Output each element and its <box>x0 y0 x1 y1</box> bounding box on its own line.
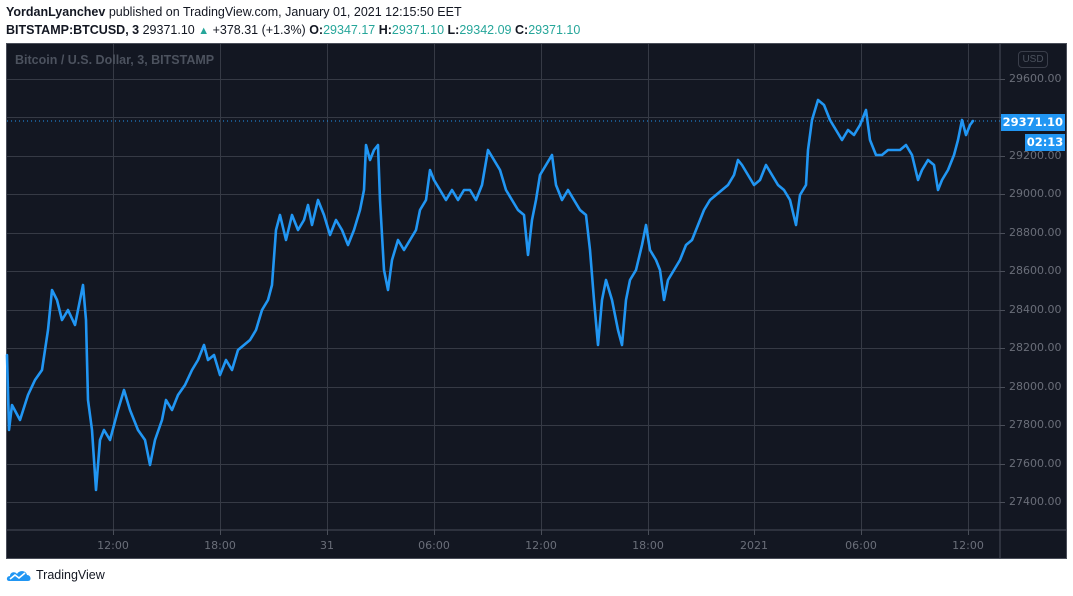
currency-badge[interactable]: USD <box>1018 51 1048 68</box>
time-tick-label: 06:00 <box>418 539 450 552</box>
high-label: H: <box>378 23 392 37</box>
axis-tick-marks <box>113 79 1005 535</box>
price-tick-label: 28000.00 <box>1009 380 1062 393</box>
price-tick-label: 29600.00 <box>1009 72 1062 85</box>
open-value: 29347.17 <box>323 23 376 37</box>
price-tick-label: 29200.00 <box>1009 149 1062 162</box>
time-tick-label: 06:00 <box>845 539 877 552</box>
symbol-watermark: Bitcoin / U.S. Dollar, 3, BITSTAMP <box>15 53 215 67</box>
ohlc-line: BITSTAMP:BTCUSD, 3 29371.10 ▲ +378.31 (+… <box>6 21 580 39</box>
brand-name: TradingView <box>36 568 105 582</box>
price-tick-label: 28800.00 <box>1009 226 1062 239</box>
change-value: +378.31 (+1.3%) <box>212 23 306 37</box>
price-tick-label: 27800.00 <box>1009 418 1062 431</box>
up-triangle-icon: ▲ <box>198 25 210 37</box>
time-tick-label: 12:00 <box>97 539 129 552</box>
low-value: 29342.09 <box>459 23 512 37</box>
bar-countdown-label: 02:13 <box>1025 134 1065 151</box>
author-name[interactable]: YordanLyanchev <box>6 5 106 19</box>
time-tick-label: 31 <box>320 539 334 552</box>
chart-area[interactable] <box>6 43 1067 559</box>
time-tick-label: 18:00 <box>632 539 664 552</box>
price-tick-label: 27400.00 <box>1009 495 1062 508</box>
last-price: 29371.10 <box>142 23 195 37</box>
close-label: C: <box>514 23 529 37</box>
time-tick-label: 18:00 <box>204 539 236 552</box>
time-tick-label: 2021 <box>740 539 768 552</box>
grid-lines <box>7 44 1000 530</box>
price-tick-label: 27600.00 <box>1009 457 1062 470</box>
price-tick-label: 28200.00 <box>1009 341 1062 354</box>
publish-line: YordanLyanchev published on TradingView.… <box>6 3 580 21</box>
close-value: 29371.10 <box>528 23 581 37</box>
time-tick-label: 12:00 <box>952 539 984 552</box>
high-value: 29371.10 <box>391 23 445 37</box>
footer-brand[interactable]: TradingView <box>6 568 105 582</box>
time-tick-label: 12:00 <box>525 539 557 552</box>
symbol-label: BITSTAMP:BTCUSD, 3 <box>6 23 140 37</box>
publish-text: published on TradingView.com, January 01… <box>105 5 462 19</box>
open-label: O: <box>309 23 324 37</box>
low-label: L: <box>447 23 460 37</box>
price-tick-label: 28400.00 <box>1009 303 1062 316</box>
price-tick-label: 29000.00 <box>1009 187 1062 200</box>
price-tick-label: 28600.00 <box>1009 264 1062 277</box>
price-line-series <box>5 98 975 492</box>
tradingview-cloud-icon <box>6 571 31 581</box>
last-price-label: 29371.10 <box>1001 114 1065 131</box>
chart-header: YordanLyanchev published on TradingView.… <box>6 3 580 39</box>
